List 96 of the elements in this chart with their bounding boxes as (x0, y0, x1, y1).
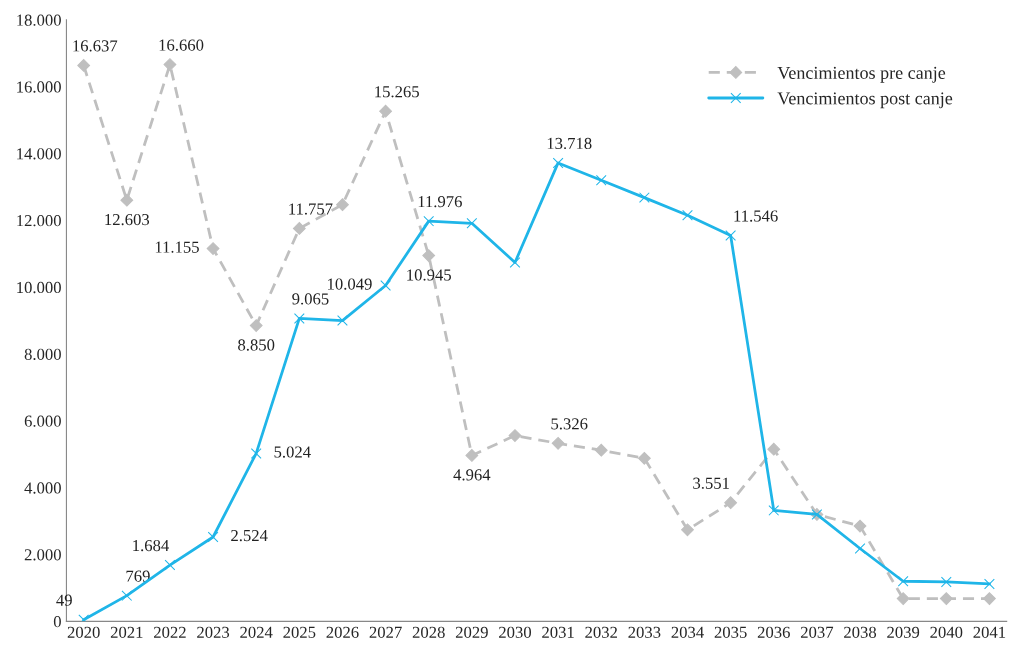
point (940, 576, 952, 588)
point (637, 451, 651, 465)
data-label: 2.524 (231, 529, 268, 542)
point (853, 519, 867, 533)
point (120, 193, 134, 207)
point (207, 531, 219, 543)
x-tick-label: 2038 (844, 626, 877, 638)
x-tick-label: 2026 (326, 626, 359, 638)
y-tick-label: 0 (53, 616, 61, 628)
x-tick-label: 2022 (154, 626, 186, 638)
data-label: 16.637 (73, 40, 118, 52)
point (508, 429, 522, 442)
point (380, 280, 391, 291)
data-label: 11.976 (418, 196, 462, 208)
x-tick-label: 2031 (542, 626, 574, 638)
data-label: 5.326 (551, 418, 588, 430)
point (639, 192, 650, 203)
point (896, 592, 910, 606)
point (768, 505, 780, 516)
data-label: 5.024 (274, 446, 311, 458)
x-tick-label: 2028 (412, 626, 445, 638)
legend-label: Vencimientos pre canje (777, 66, 946, 83)
x-tick-label: 2020 (67, 626, 100, 638)
data-label: 9.065 (292, 293, 329, 305)
y-tick-label: 12.000 (17, 215, 61, 227)
point (206, 242, 220, 255)
data-label: 49 (56, 594, 72, 606)
point (984, 578, 995, 590)
data-label: 11.757 (289, 203, 333, 215)
x-tick-label: 2029 (455, 626, 488, 638)
point (292, 222, 306, 235)
x-tick-label: 2030 (499, 626, 532, 638)
x-tick-label: 2035 (714, 626, 747, 638)
x-tick-label: 2040 (930, 626, 963, 638)
point (164, 559, 176, 571)
point (249, 319, 263, 333)
point (465, 449, 479, 462)
point (250, 448, 262, 459)
data-label: 10.945 (407, 269, 451, 281)
x-tick-label: 2036 (757, 626, 790, 638)
data-label: 15.265 (375, 86, 419, 98)
data-label: 769 (126, 570, 150, 582)
x-tick-label: 2037 (800, 626, 834, 638)
y-tick-label: 6.000 (24, 415, 61, 427)
point (77, 58, 91, 72)
data-label: 3.551 (693, 477, 729, 489)
point (422, 249, 436, 262)
point (682, 209, 693, 221)
data-label: 4.964 (453, 469, 491, 481)
point (725, 230, 737, 241)
data-label: 8.850 (238, 339, 275, 351)
point (163, 58, 177, 72)
x-tick-label: 2027 (369, 626, 402, 638)
point (594, 443, 608, 457)
point (854, 543, 866, 554)
point (337, 315, 348, 326)
point (939, 592, 953, 606)
point (595, 174, 607, 186)
data-label: 13.718 (547, 137, 592, 150)
y-tick-label: 18.000 (17, 14, 61, 26)
x-tick-label: 2033 (628, 626, 661, 638)
y-tick-label: 10.000 (17, 281, 61, 294)
point (336, 198, 349, 212)
data-label: 16.660 (159, 39, 204, 51)
point (121, 590, 133, 602)
point (983, 592, 996, 606)
point (724, 496, 738, 510)
y-tick-label: 16.000 (17, 81, 61, 93)
x-tick-label: 2024 (240, 626, 273, 638)
y-tick-label: 14.000 (17, 148, 61, 160)
x-tick-label: 2041 (973, 626, 1006, 638)
point (552, 157, 564, 169)
data-label: 11.155 (155, 241, 199, 253)
y-tick-label: 8.000 (24, 348, 61, 361)
data-label: 11.546 (734, 210, 778, 222)
point (551, 436, 565, 450)
x-tick-label: 2032 (585, 626, 617, 638)
y-tick-label: 2.000 (24, 549, 61, 561)
data-label: 1.684 (133, 539, 169, 552)
point (767, 442, 781, 456)
point (681, 523, 694, 537)
data-label: 10.049 (328, 278, 372, 290)
point (897, 575, 909, 587)
x-tick-label: 2021 (110, 626, 143, 638)
data-label: 12.603 (105, 213, 150, 226)
x-tick-label: 2039 (887, 626, 920, 638)
point (509, 257, 521, 268)
x-tick-label: 2023 (197, 626, 230, 638)
x-tick-label: 2034 (671, 626, 704, 638)
point (423, 215, 435, 227)
x-tick-label: 2025 (283, 626, 316, 638)
point (379, 104, 393, 118)
point (466, 217, 478, 229)
point (293, 313, 305, 324)
y-tick-label: 4.000 (24, 482, 61, 494)
legend-label: Vencimientos post canje (777, 92, 953, 109)
